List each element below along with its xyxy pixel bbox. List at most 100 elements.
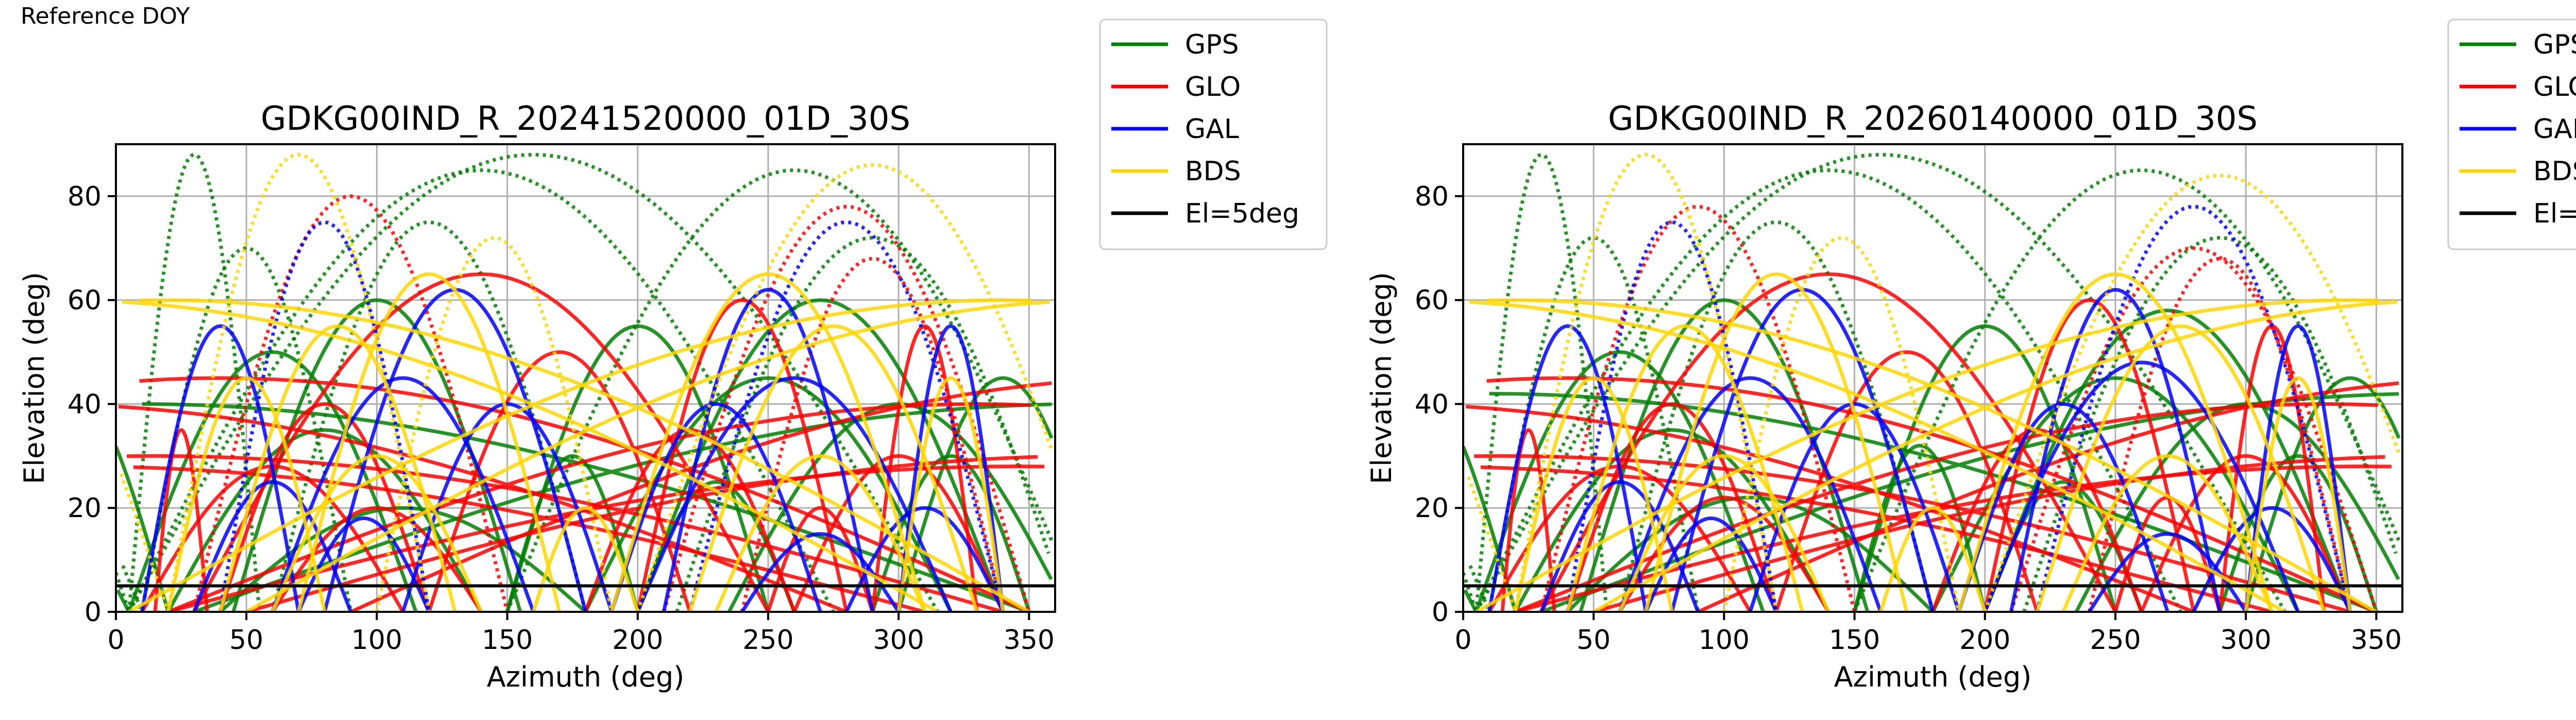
track-bds-7	[1618, 454, 1831, 612]
track-gal-1	[1566, 220, 1778, 612]
chart-title: GDKG00IND_R_20260140000_01D_30S	[1608, 100, 2258, 138]
y-tick-label: 0	[1432, 597, 1449, 628]
track-bds-4	[609, 272, 927, 612]
track-gps-16	[116, 236, 1050, 612]
y-tick-label: 20	[67, 493, 101, 524]
x-tick-label: 250	[2090, 625, 2141, 656]
track-gal-10	[896, 324, 1005, 612]
y-tick-label: 20	[1415, 493, 1449, 524]
track-bds-5	[166, 376, 327, 612]
track-bds-6	[2244, 376, 2352, 612]
x-tick-label: 0	[1454, 625, 1471, 656]
track-gal-6	[2192, 506, 2352, 612]
track-gal-7	[1748, 402, 1961, 612]
track-bds-11	[531, 506, 640, 612]
track-gps-4	[1475, 168, 2182, 612]
track-bds-6	[896, 376, 1005, 612]
track-gal-5	[192, 480, 353, 612]
track-glo-7	[1539, 272, 2117, 612]
chart-2: 0 50 100 150 200 250 300 350 0 20 40 60 80 GDKG00IND_…	[1365, 19, 2576, 693]
legend-label-bds: BDS	[1185, 156, 1241, 187]
legend-label-gal: GAL	[2533, 114, 2576, 145]
legend-label-el-5deg: El=5deg	[1185, 198, 1299, 229]
track-gps-11	[505, 324, 770, 612]
legend-box	[2447, 19, 2576, 250]
track-gal-6	[844, 506, 1005, 612]
track-gal-12	[2088, 532, 2248, 612]
series-bds	[119, 152, 1055, 612]
y-tick-label: 80	[1415, 181, 1449, 212]
x-axis-label: Azimuth (deg)	[487, 661, 685, 693]
track-gps-9	[2218, 454, 2378, 612]
track-glo-3	[1539, 204, 1856, 612]
track-bds-3	[297, 272, 562, 612]
track-bds-5	[1513, 376, 1674, 612]
track-gal-14	[662, 287, 874, 612]
track-gal-1	[218, 220, 431, 612]
track-glo-17	[218, 402, 431, 612]
track-glo-18	[740, 256, 1005, 612]
chart-title: GDKG00IND_R_20241520000_01D_30S	[261, 100, 910, 138]
axes-frame	[115, 143, 1056, 613]
legend-label-gal: GAL	[1185, 114, 1239, 145]
track-gal-7	[401, 402, 614, 612]
x-tick-label: 300	[2221, 625, 2272, 656]
x-tick-label: 150	[1829, 625, 1880, 656]
track-glo-4	[662, 204, 1031, 612]
y-tick-label: 40	[1415, 389, 1449, 420]
track-gal-12	[740, 532, 901, 612]
track-gal-11	[1644, 516, 1778, 612]
track-glo-18	[2087, 256, 2352, 612]
x-tick-label: 50	[229, 625, 263, 656]
track-bds-3	[1644, 272, 1909, 612]
y-tick-label: 0	[84, 597, 101, 628]
track-bds-13	[2035, 324, 2326, 612]
x-axis-label: Azimuth (deg)	[1834, 661, 2032, 693]
track-bds-2	[119, 163, 1055, 612]
legend-label-gps: GPS	[1185, 29, 1239, 60]
legend-label-gps: GPS	[2533, 29, 2576, 60]
track-gal-10	[2244, 324, 2352, 612]
x-tick-label: 200	[1959, 625, 2010, 656]
x-tick-label: 100	[351, 625, 402, 656]
track-gal-9	[1487, 324, 1648, 612]
reference-doy-label: Reference DOY	[21, 3, 190, 29]
track-glo-3	[192, 194, 510, 612]
y-axis-label: Elevation (deg)	[18, 272, 50, 484]
track-gal-8	[609, 402, 822, 612]
y-tick-label: 60	[1415, 285, 1449, 316]
series-gal	[140, 220, 1005, 612]
track-bds-12	[218, 324, 457, 612]
y-tick-label: 40	[67, 389, 101, 420]
x-tick-label: 300	[873, 625, 924, 656]
plot-area	[1463, 152, 2402, 612]
x-tick-label: 100	[1699, 625, 1750, 656]
track-bds-11	[1878, 506, 1987, 612]
y-axis-label: Elevation (deg)	[1365, 272, 1398, 484]
track-gps-9	[871, 454, 1031, 612]
x-tick-label: 150	[482, 625, 533, 656]
legend: GPS GLO GAL BDS El=5deg	[2447, 19, 2576, 250]
track-bds-4	[1957, 272, 2274, 612]
legend-label-bds: BDS	[2533, 156, 2576, 187]
legend-box	[1099, 19, 1328, 250]
track-gal-8	[1957, 402, 2170, 612]
legend-label-glo: GLO	[2533, 72, 2576, 102]
x-tick-label: 250	[742, 625, 793, 656]
legend: GPS GLO GAL BDS El=5deg	[1099, 19, 1328, 250]
track-gal-11	[297, 516, 431, 612]
y-tick-label: 80	[67, 181, 101, 212]
track-glo-14	[766, 506, 874, 612]
chart-1: 0 50 100 150 200 250 300 350 0 20 40 60 80 GDKG00IND_…	[18, 19, 1328, 693]
track-gal-3	[1618, 376, 1883, 612]
series-bds	[1466, 152, 2402, 612]
track-glo-4	[2009, 246, 2378, 612]
track-gps-4	[127, 168, 835, 612]
legend-label-el-5deg: El=5deg	[2533, 198, 2576, 229]
track-glo-17	[1566, 402, 1778, 612]
track-bds-2	[1466, 173, 2402, 612]
x-tick-label: 200	[612, 625, 663, 656]
track-bds-13	[688, 324, 979, 612]
track-gal-9	[140, 324, 300, 612]
